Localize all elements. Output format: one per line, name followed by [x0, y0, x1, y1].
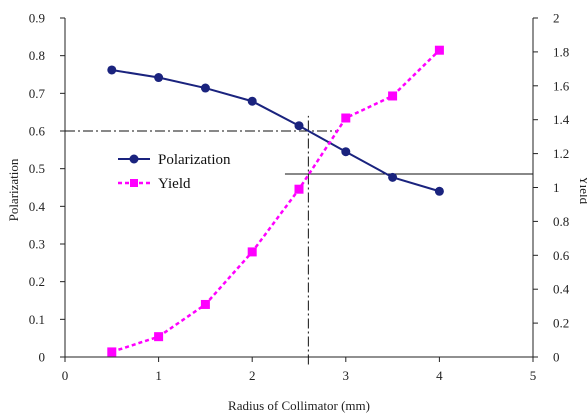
data-point-polarization	[200, 83, 210, 93]
y2-tick-label: 0.8	[553, 214, 569, 229]
x-axis-title: Radius of Collimator (mm)	[228, 398, 370, 413]
y-tick-label: 0.1	[29, 312, 45, 327]
series-line-yield	[111, 49, 441, 354]
legend-polarization-label: Polarization	[158, 152, 231, 168]
x-tick-label: 3	[343, 368, 350, 383]
data-point-polarization	[341, 147, 351, 157]
y-tick-label: 0	[39, 350, 46, 365]
data-point-yield	[154, 332, 164, 342]
y-tick-label: 0.9	[29, 11, 45, 26]
x-tick-label: 0	[62, 368, 69, 383]
x-tick-label: 4	[436, 368, 443, 383]
data-point-polarization	[388, 172, 398, 182]
y-tick-label: 0.3	[29, 237, 45, 252]
y2-tick-label: 1.8	[553, 44, 569, 59]
y-ticks-left: 0 0.1 0.2 0.3 0.4 0.5 0.6 0.7 0.8 0.9	[29, 11, 65, 365]
data-point-polarization	[294, 121, 304, 131]
data-point-polarization	[107, 65, 117, 75]
x-ticks: 0 1 2 3 4 5	[62, 357, 537, 383]
series-line-polarization	[111, 68, 440, 193]
y2-tick-label: 1.4	[553, 112, 570, 127]
data-point-polarization	[434, 186, 444, 196]
y-tick-label: 0.7	[29, 86, 46, 101]
data-point-yield	[434, 45, 444, 55]
data-point-yield	[247, 247, 257, 257]
y-axis-right-title: Yield	[577, 176, 587, 205]
legend-polarization-marker	[129, 154, 139, 164]
y-ticks-right: 0 0.2 0.4 0.6 0.8 1 1.2 1.4 1.6 1.8 2	[533, 11, 570, 365]
y2-tick-label: 0.6	[553, 248, 570, 263]
y2-tick-label: 1.2	[553, 146, 569, 161]
y2-tick-label: 2	[553, 11, 560, 26]
x-tick-label: 1	[155, 368, 162, 383]
data-point-yield	[107, 347, 117, 357]
data-point-yield	[200, 299, 210, 309]
y-tick-label: 0.8	[29, 48, 45, 63]
data-point-yield	[341, 113, 351, 123]
legend-yield-label: Yield	[158, 176, 191, 192]
data-point-polarization	[154, 73, 164, 83]
legend-yield-marker	[130, 179, 138, 187]
data-point-yield	[294, 184, 304, 194]
y-axis-left-title: Polarization	[6, 158, 21, 221]
y-tick-label: 0.4	[29, 199, 46, 214]
x-tick-label: 2	[249, 368, 256, 383]
series-layer	[107, 45, 444, 357]
y-tick-label: 0.5	[29, 161, 45, 176]
x-tick-label: 5	[530, 368, 537, 383]
y2-tick-label: 0.4	[553, 282, 570, 297]
data-point-yield	[388, 91, 398, 101]
y2-tick-label: 1	[553, 180, 560, 195]
legend: Polarization Yield	[118, 152, 231, 192]
y-tick-label: 0.6	[29, 124, 46, 139]
y2-tick-label: 0.2	[553, 316, 569, 331]
y-tick-label: 0.2	[29, 274, 45, 289]
data-point-polarization	[247, 96, 257, 106]
reference-lines	[65, 115, 533, 365]
y2-tick-label: 0	[553, 350, 560, 365]
y2-tick-label: 1.6	[553, 78, 570, 93]
